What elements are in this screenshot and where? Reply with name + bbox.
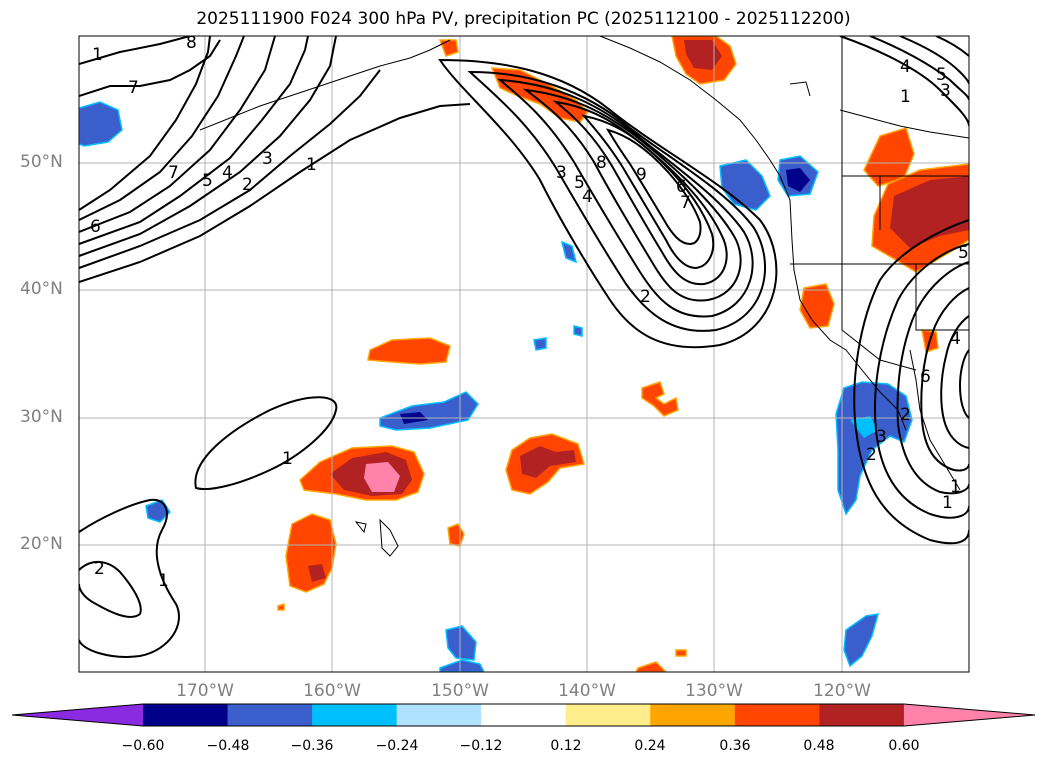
contour-label: 5 <box>936 65 947 85</box>
contour-labels: 1 7 8 7 5 4 3 2 1 6 3 5 4 8 9 6 7 2 1 1 … <box>90 33 969 591</box>
contour-label: 5 <box>574 173 585 193</box>
pv-contours <box>79 36 969 658</box>
contour-label: 6 <box>90 217 101 237</box>
lat-label-30n: 30°N <box>20 407 63 427</box>
colorbar-segment <box>819 704 905 726</box>
colorbar-segment <box>650 704 736 726</box>
contour-label: 1 <box>306 155 317 175</box>
lat-label-20n: 20°N <box>20 534 63 554</box>
contour-label: 6 <box>920 367 931 387</box>
contour-label: 1 <box>158 571 169 591</box>
colorbar-segment <box>312 704 398 726</box>
map-frame <box>78 35 970 673</box>
lon-label-130w: 130°W <box>685 681 743 701</box>
colorbar <box>11 703 1036 727</box>
contour-label: 1 <box>950 477 961 497</box>
lon-label-120w: 120°W <box>813 681 871 701</box>
contour-label: 2 <box>866 445 877 465</box>
contour-label: 2 <box>94 559 105 579</box>
colorbar-tick-label: −0.60 <box>121 738 165 754</box>
colorbar-segment <box>143 704 229 726</box>
contour-label: 7 <box>168 163 179 183</box>
lon-label-150w: 150°W <box>431 681 489 701</box>
colorbar-tick-label: −0.24 <box>375 738 419 754</box>
precip-blob-wa-negative <box>719 159 771 211</box>
contour-label: 3 <box>940 81 951 101</box>
contour-label: 4 <box>950 329 961 349</box>
contour-label: 4 <box>222 163 233 183</box>
contour-label: 5 <box>958 243 969 263</box>
contour-label: 7 <box>128 78 139 98</box>
colorbar-segment <box>734 704 820 726</box>
lon-label-160w: 160°W <box>303 681 361 701</box>
colorbar-tick-label: 0.12 <box>550 738 582 754</box>
lat-label-50n: 50°N <box>20 152 63 172</box>
contour-label: 7 <box>680 193 691 213</box>
contour-label: 3 <box>262 149 273 169</box>
contour-label: 6 <box>676 177 687 197</box>
precip-blob-mid-positive <box>367 337 451 365</box>
precip-shading <box>79 36 969 672</box>
colorbar-outline <box>11 703 1036 727</box>
colorbar-tick-label: 0.48 <box>803 738 835 754</box>
contour-label: 1 <box>942 493 953 513</box>
coastlines <box>199 36 969 557</box>
lon-label-170w: 170°W <box>176 681 234 701</box>
contour-label: 3 <box>556 163 567 183</box>
precip-blob-ca-positive <box>799 283 835 329</box>
contour-label: 4 <box>900 57 911 77</box>
contour-label: 9 <box>636 165 647 185</box>
contour-label: 3 <box>876 427 887 447</box>
contour-label: 2 <box>640 287 651 307</box>
contour-label: 2 <box>242 175 253 195</box>
colorbar-segment <box>565 704 651 726</box>
contour-label: 8 <box>596 153 607 173</box>
contour-label: 2 <box>900 405 911 425</box>
precip-blob-top-core <box>684 40 722 70</box>
contour-label: 1 <box>900 87 911 107</box>
precip-blob-sw-positive <box>285 513 337 593</box>
colorbar-extend-max <box>903 704 1035 726</box>
colorbar-extend-min <box>12 704 143 726</box>
contour-label: 1 <box>92 45 103 65</box>
precip-blob-gulf-alaska <box>490 67 590 123</box>
precip-blob-mid-negative <box>379 391 479 431</box>
contour-label: 4 <box>582 187 593 207</box>
colorbar-tick-label: −0.36 <box>290 738 334 754</box>
colorbar-segment <box>227 704 313 726</box>
lon-label-140w: 140°W <box>558 681 616 701</box>
lat-label-40n: 40°N <box>20 279 63 299</box>
colorbar-tick-label: 0.36 <box>719 738 751 754</box>
colorbar-tick-label: 0.60 <box>888 738 920 754</box>
colorbar-segment <box>396 704 482 726</box>
contour-label: 5 <box>202 171 213 191</box>
gridlines <box>79 36 969 672</box>
colorbar-tick-label: −0.12 <box>459 738 503 754</box>
colorbar-segment <box>481 704 567 726</box>
map-title: 2025111900 F024 300 hPa PV, precipitatio… <box>196 9 851 29</box>
colorbar-tick-label: −0.48 <box>206 738 250 754</box>
contour-label: 8 <box>186 33 197 53</box>
contour-label: 1 <box>282 449 293 469</box>
precip-blob-nw-negative <box>79 101 123 147</box>
colorbar-tick-label: 0.24 <box>634 738 666 754</box>
